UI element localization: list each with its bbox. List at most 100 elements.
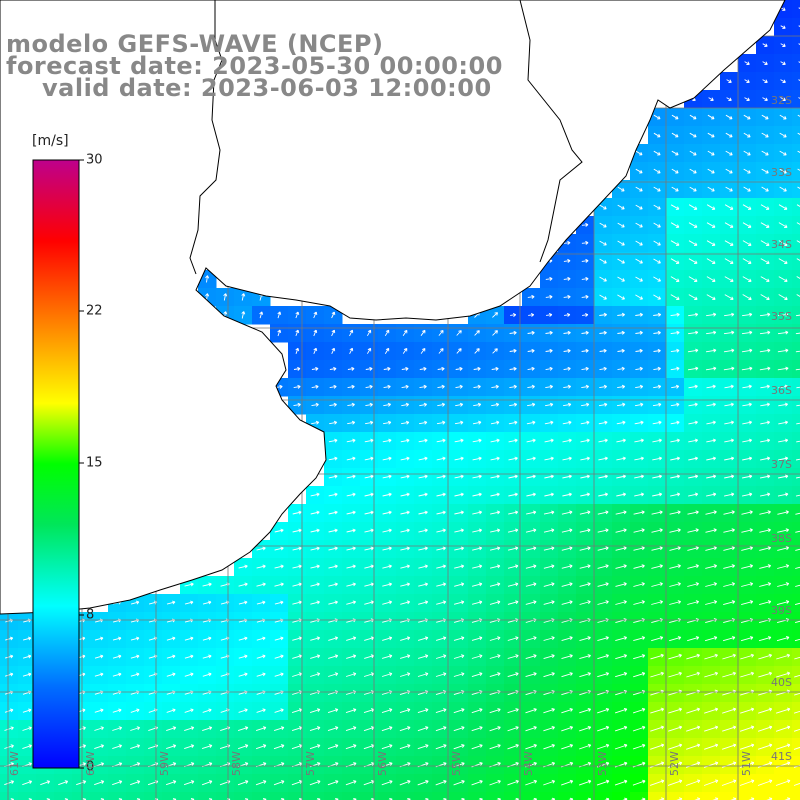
wind-arrow <box>202 654 212 659</box>
wind-arrow <box>724 240 734 246</box>
wind-arrow <box>310 582 320 587</box>
wind-arrow <box>418 582 429 587</box>
wind-arrow <box>797 132 800 135</box>
wind-arrow <box>381 708 393 714</box>
wind-arrow <box>633 546 645 551</box>
wind-arrow <box>382 510 392 515</box>
wind-arrow <box>632 743 646 750</box>
wind-arrow <box>471 672 483 678</box>
wind-arrow <box>760 276 770 283</box>
wind-arrow <box>598 438 608 443</box>
wind-arrow <box>724 276 734 282</box>
wind-arrow <box>617 222 625 228</box>
wind-arrow <box>364 564 374 569</box>
wind-arrow <box>633 636 646 642</box>
wind-arrow <box>741 546 754 551</box>
wind-arrow <box>743 186 751 192</box>
wind-arrow <box>652 420 662 425</box>
wind-arrow <box>364 636 375 641</box>
wind-arrow <box>760 456 771 461</box>
wind-arrow <box>472 438 482 443</box>
wind-arrow <box>544 492 554 497</box>
wind-arrow <box>454 510 464 515</box>
wind-arrow <box>635 258 643 264</box>
wind-arrow <box>795 368 800 371</box>
wind-arrow <box>632 761 646 768</box>
wind-arrow <box>617 348 625 353</box>
wind-arrow <box>689 114 697 120</box>
wind-arrow <box>435 708 447 714</box>
wind-arrow <box>489 726 501 732</box>
lon-label-59w: 59W <box>158 751 171 776</box>
wind-arrow <box>435 654 447 659</box>
wind-cell <box>792 648 800 667</box>
wind-arrow <box>184 600 194 605</box>
wind-arrow <box>507 726 519 732</box>
wind-arrow <box>795 584 800 587</box>
wind-arrow <box>740 653 755 660</box>
wind-arrow <box>578 779 592 786</box>
wind-arrow <box>563 348 571 353</box>
wind-arrow <box>492 330 498 336</box>
wind-arrow <box>563 402 572 407</box>
wind-arrow <box>328 546 338 551</box>
wind-arrow <box>688 240 698 246</box>
wind-arrow <box>507 636 519 641</box>
wind-arrow <box>668 653 682 660</box>
wind-arrow <box>526 456 536 461</box>
wind-arrow <box>742 276 752 282</box>
wind-arrow <box>561 779 574 786</box>
wind-arrow <box>365 420 374 425</box>
wind-arrow <box>634 456 644 461</box>
wind-arrow <box>670 492 681 497</box>
wind-arrow <box>292 582 302 587</box>
wind-arrow <box>418 600 429 605</box>
wind-arrow <box>435 672 447 677</box>
wind-arrow <box>685 761 701 768</box>
wind-arrow <box>705 528 717 533</box>
wind-cell <box>792 54 800 73</box>
wind-arrow <box>525 636 537 641</box>
wind-arrow <box>617 258 625 264</box>
wind-cell <box>792 252 800 271</box>
wind-arrow <box>780 61 786 65</box>
wind-arrow <box>615 636 628 642</box>
wind-arrow <box>579 707 592 714</box>
wind-arrow <box>688 420 698 425</box>
wind-arrow <box>166 744 177 750</box>
wind-arrow <box>273 744 285 750</box>
wind-arrow <box>723 510 735 515</box>
wind-arrow <box>310 636 321 641</box>
wind-cell <box>792 378 800 397</box>
wind-arrow <box>436 438 446 443</box>
wind-arrow <box>599 204 607 210</box>
wind-arrow <box>130 636 140 641</box>
lat-label-35s: 35S <box>771 310 792 323</box>
wind-arrow <box>309 726 321 732</box>
wind-arrow <box>525 779 538 786</box>
wind-arrow <box>22 744 32 750</box>
wind-arrow <box>543 582 555 587</box>
wind-arrow <box>614 707 628 714</box>
lat-label-36s: 36S <box>771 384 792 397</box>
wind-arrow <box>202 636 212 641</box>
wind-arrow <box>346 438 356 443</box>
wind-arrow <box>130 744 141 750</box>
wind-arrow <box>653 348 661 353</box>
wind-arrow <box>635 348 643 353</box>
wind-arrow <box>794 692 800 696</box>
wind-cell <box>36 792 55 800</box>
colorbar-tick-22: 22 <box>86 303 103 319</box>
wind-arrow <box>759 582 772 587</box>
wind-arrow <box>436 456 446 461</box>
wind-arrow <box>543 528 555 533</box>
wind-arrow <box>112 654 122 659</box>
wind-arrow <box>778 456 789 461</box>
wind-arrow <box>669 510 681 515</box>
wind-arrow <box>635 222 643 228</box>
wind-arrow <box>741 582 754 587</box>
wind-arrow <box>490 528 501 533</box>
wind-arrow <box>758 653 773 660</box>
wind-arrow <box>741 348 753 353</box>
wind-cell <box>180 792 199 800</box>
